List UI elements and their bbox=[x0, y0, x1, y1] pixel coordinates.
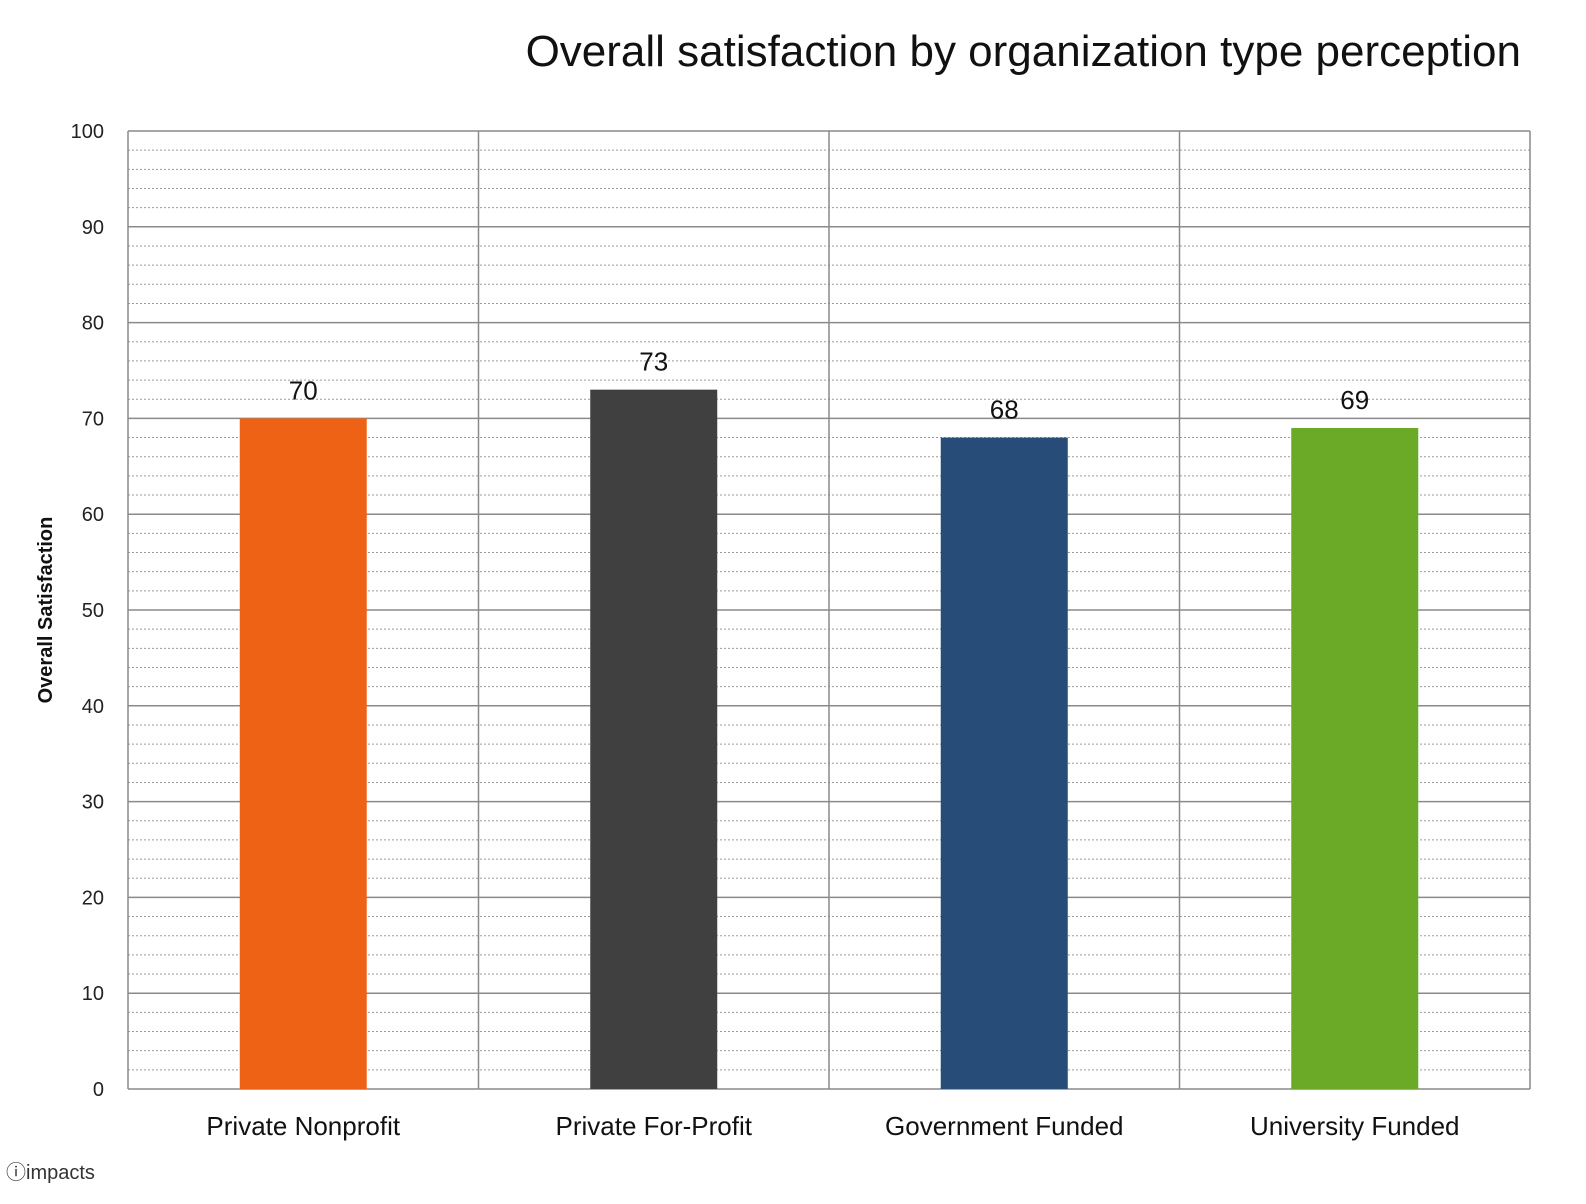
bar bbox=[940, 437, 1068, 1089]
y-tick-label: 70 bbox=[82, 408, 104, 430]
bar-value-label: 68 bbox=[990, 395, 1019, 425]
x-category-label: Private Nonprofit bbox=[206, 1111, 400, 1141]
bar-value-labels: 70 73 68 69 bbox=[289, 347, 1369, 425]
x-category-label: University Funded bbox=[1250, 1111, 1460, 1141]
bar-value-label: 70 bbox=[289, 375, 318, 405]
info-circle-icon: ⓘ bbox=[6, 1162, 26, 1184]
bars bbox=[239, 389, 1419, 1090]
bar bbox=[1291, 427, 1419, 1090]
y-tick-label: 20 bbox=[82, 887, 104, 909]
x-category-label: Private For-Profit bbox=[556, 1111, 753, 1141]
y-tick-label: 80 bbox=[82, 313, 104, 335]
bar bbox=[239, 418, 367, 1089]
bar bbox=[590, 389, 718, 1089]
y-tick-labels: 0 10 20 30 40 50 60 70 80 90 100 bbox=[71, 121, 104, 1101]
y-axis-label: Overall Satisfaction bbox=[35, 517, 57, 704]
y-tick-label: 0 bbox=[93, 1079, 104, 1101]
impacts-logo: ⓘimpacts bbox=[6, 1156, 95, 1185]
y-tick-label: 10 bbox=[82, 983, 104, 1005]
bar-value-label: 73 bbox=[639, 347, 668, 377]
chart-title: Overall satisfaction by organization typ… bbox=[526, 27, 1521, 76]
bar-value-label: 69 bbox=[1340, 385, 1369, 415]
x-category-labels: Private Nonprofit Private For-Profit Gover… bbox=[206, 1111, 1459, 1141]
y-tick-label: 30 bbox=[82, 792, 104, 814]
y-tick-label: 50 bbox=[82, 600, 104, 622]
logo-text: impacts bbox=[26, 1162, 95, 1184]
y-tick-label: 90 bbox=[82, 217, 104, 239]
x-category-label: Government Funded bbox=[885, 1111, 1123, 1141]
y-tick-label: 100 bbox=[71, 121, 104, 143]
y-tick-label: 60 bbox=[82, 504, 104, 526]
y-tick-label: 40 bbox=[82, 696, 104, 718]
